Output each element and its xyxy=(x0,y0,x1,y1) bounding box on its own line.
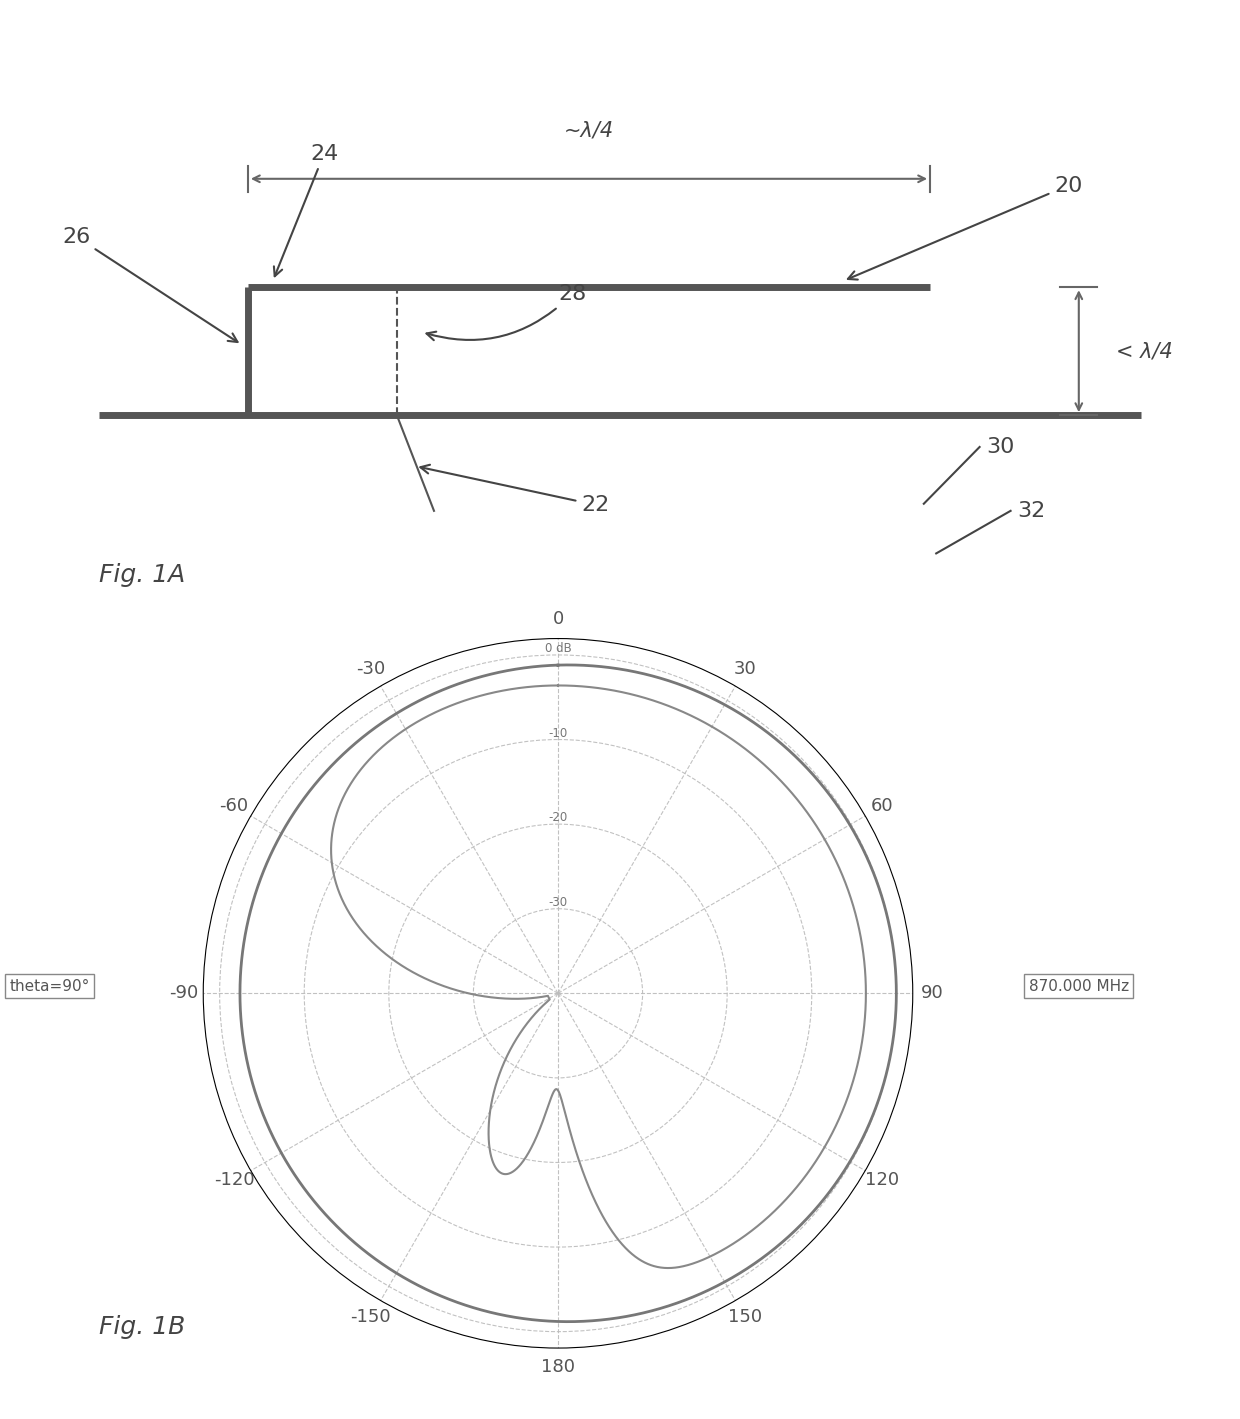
Text: Fig. 1B: Fig. 1B xyxy=(99,1315,186,1338)
Text: 22: 22 xyxy=(420,465,609,515)
Text: Fig. 1A: Fig. 1A xyxy=(99,563,186,587)
Text: 870.000 MHz: 870.000 MHz xyxy=(1029,979,1128,993)
Text: 32: 32 xyxy=(1017,501,1045,521)
Text: -20: -20 xyxy=(548,812,568,824)
Text: -30: -30 xyxy=(548,895,568,908)
Text: 26: 26 xyxy=(62,227,238,342)
Text: -10: -10 xyxy=(548,727,568,739)
Text: 28: 28 xyxy=(427,284,587,341)
Text: 20: 20 xyxy=(848,176,1083,280)
Text: 30: 30 xyxy=(986,437,1014,457)
Text: 0 dB: 0 dB xyxy=(544,641,572,656)
Text: 24: 24 xyxy=(274,143,339,277)
Text: ~λ/4: ~λ/4 xyxy=(564,121,614,140)
Text: theta=90°: theta=90° xyxy=(10,979,89,993)
Text: < λ/4: < λ/4 xyxy=(1116,341,1173,362)
